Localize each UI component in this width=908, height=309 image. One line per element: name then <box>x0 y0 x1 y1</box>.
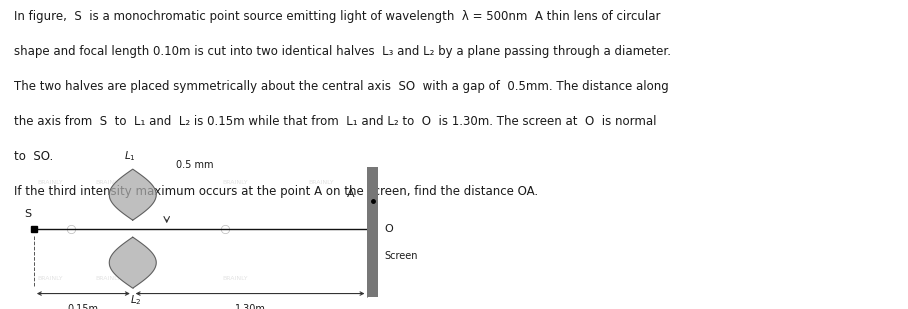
Text: BRAINLY: BRAINLY <box>222 276 248 281</box>
Text: S: S <box>25 210 32 219</box>
Text: The two halves are placed symmetrically about the central axis  SO  with a gap o: The two halves are placed symmetrically … <box>14 80 668 93</box>
Text: A: A <box>348 189 355 199</box>
Text: O: O <box>385 224 393 234</box>
Text: BRAINLY: BRAINLY <box>222 180 248 185</box>
Polygon shape <box>109 169 156 220</box>
Text: Screen: Screen <box>385 252 419 261</box>
Bar <box>368 167 379 297</box>
Text: shape and focal length 0.10m is cut into two identical halves  L₃ and L₂ by a pl: shape and focal length 0.10m is cut into… <box>14 45 671 58</box>
Text: 0.15m: 0.15m <box>68 304 99 309</box>
Text: the axis from  S  to  L₁ and  L₂ is 0.15m while that from  L₁ and L₂ to  O  is 1: the axis from S to L₁ and L₂ is 0.15m wh… <box>14 115 656 128</box>
Text: $L_2$: $L_2$ <box>130 293 142 307</box>
Text: 1.30m: 1.30m <box>234 304 265 309</box>
Text: BRAINLY: BRAINLY <box>95 180 122 185</box>
Text: BRAINLY: BRAINLY <box>37 180 63 185</box>
Text: $L_1$: $L_1$ <box>123 149 135 163</box>
Text: BRAINLY: BRAINLY <box>309 180 334 185</box>
Text: If the third intensity maximum occurs at the point A on the screen, find the dis: If the third intensity maximum occurs at… <box>14 185 538 198</box>
Text: to  SO.: to SO. <box>14 150 53 163</box>
Text: BRAINLY: BRAINLY <box>37 276 63 281</box>
Text: BRAINLY: BRAINLY <box>95 276 122 281</box>
Text: In figure,  S  is a monochromatic point source emitting light of wavelength  λ =: In figure, S is a monochromatic point so… <box>14 10 660 23</box>
Text: 0.5 mm: 0.5 mm <box>176 159 213 170</box>
Polygon shape <box>109 237 156 288</box>
